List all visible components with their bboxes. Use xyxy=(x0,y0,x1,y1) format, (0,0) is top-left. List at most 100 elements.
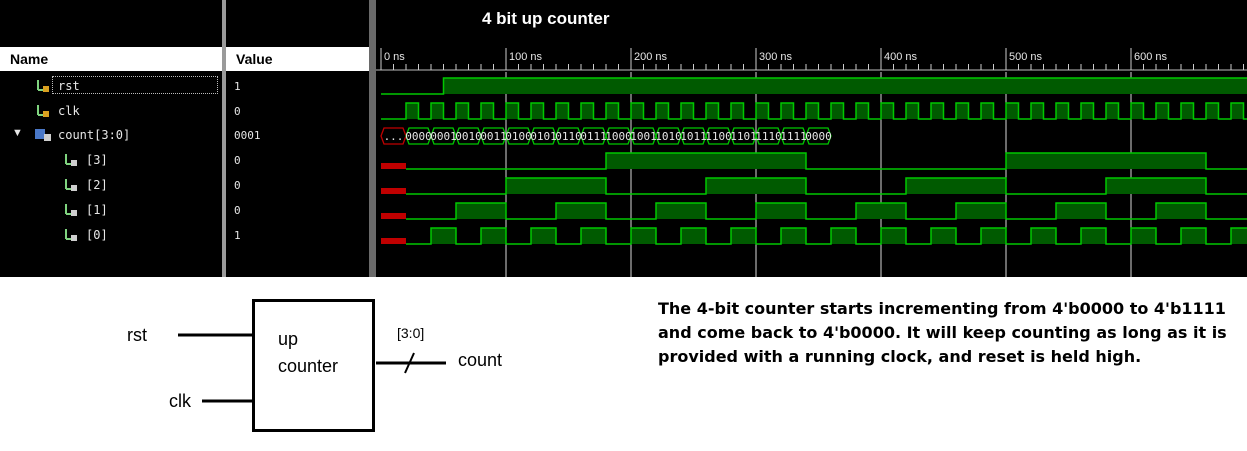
wave-unknown-marker xyxy=(381,238,406,244)
waveform-trace xyxy=(406,177,1247,195)
wave-high-fill xyxy=(1131,228,1156,244)
time-label: 300 ns xyxy=(759,51,793,63)
wave-area: 4 bit up counter 0 ns 100 ns 200 ns 300 ns 4… xyxy=(376,0,1247,277)
signal-icon xyxy=(65,204,77,216)
wave-high-fill xyxy=(1056,103,1069,119)
wave-high-fill xyxy=(781,153,806,169)
wave-high-fill xyxy=(1131,153,1156,169)
wave-high-fill xyxy=(1031,103,1044,119)
wave-high-fill xyxy=(531,178,556,194)
waveform-canvas[interactable]: 0 ns 100 ns 200 ns 300 ns 400 ns 500 ns 600 ns… xyxy=(376,0,1247,277)
expand-arrow-icon[interactable]: ▼ xyxy=(12,127,23,139)
value-column: Value 1 0 0001 0 0 0 1 xyxy=(226,0,369,277)
wave-high-fill xyxy=(481,103,494,119)
column-divider[interactable] xyxy=(369,0,376,277)
wave-high-fill xyxy=(806,103,819,119)
wave-high-fill xyxy=(481,203,506,219)
wave-high-fill xyxy=(631,103,644,119)
wave-high-fill xyxy=(556,103,569,119)
wave-high-fill xyxy=(1156,153,1181,169)
signal-value: 1 xyxy=(234,80,241,93)
column-divider[interactable] xyxy=(222,0,226,277)
signal-icon xyxy=(37,105,49,117)
wave-high-fill xyxy=(981,228,1006,244)
wave-high-fill xyxy=(731,228,756,244)
signal-icon xyxy=(65,229,77,241)
wave-high-fill xyxy=(406,103,419,119)
wave-high-fill xyxy=(856,103,869,119)
wave-high-fill xyxy=(681,153,706,169)
wave-high-fill xyxy=(631,228,656,244)
bus-value: 1110 xyxy=(755,130,782,143)
waveform-viewer: Name rst clk ▼ count[3:0] [3] [2] [1] xyxy=(0,0,1247,277)
bus-value: 0000 xyxy=(405,130,432,143)
wave-high-fill xyxy=(956,103,969,119)
wave-high-fill xyxy=(881,103,894,119)
wave-high-fill xyxy=(581,103,594,119)
wave-high-fill xyxy=(631,153,656,169)
bus-value: 1100 xyxy=(705,130,732,143)
wave-high-fill xyxy=(906,178,931,194)
signal-name: clk xyxy=(58,104,80,118)
wave-high-fill xyxy=(706,178,731,194)
wave-high-fill xyxy=(443,78,1247,94)
signal-name: [1] xyxy=(86,203,108,217)
wave-high-fill xyxy=(1156,103,1169,119)
wave-high-fill xyxy=(606,103,619,119)
block-label-line2: counter xyxy=(278,356,339,376)
wave-high-fill xyxy=(1056,153,1081,169)
bus-slash xyxy=(404,352,415,374)
wave-high-fill xyxy=(881,228,906,244)
wave-high-fill xyxy=(1156,203,1181,219)
wave-high-fill xyxy=(531,103,544,119)
bus-value: 0100 xyxy=(505,130,532,143)
wave-high-fill xyxy=(1106,153,1131,169)
wave-high-fill xyxy=(981,178,1006,194)
wave-high-fill xyxy=(931,228,956,244)
waveform-title: 4 bit up counter xyxy=(482,9,610,28)
wave-high-fill xyxy=(706,153,731,169)
wave-high-fill xyxy=(431,103,444,119)
wave-high-fill xyxy=(1131,103,1144,119)
wave-high-fill xyxy=(881,203,906,219)
signal-name: rst xyxy=(58,79,80,93)
wave-high-fill xyxy=(706,103,719,119)
wave-high-fill xyxy=(956,178,981,194)
name-column: Name rst clk ▼ count[3:0] [3] [2] [1] xyxy=(0,0,222,277)
wave-unknown-marker xyxy=(381,213,406,219)
description-text: The 4-bit counter starts incrementing fr… xyxy=(658,299,1227,366)
wave-high-fill xyxy=(681,203,706,219)
bus-value: 0111 xyxy=(580,130,607,143)
wave-high-fill xyxy=(656,203,681,219)
rst-label: rst xyxy=(127,325,147,345)
wave-high-fill xyxy=(1181,103,1194,119)
wave-high-fill xyxy=(1131,178,1156,194)
signal-name: [0] xyxy=(86,228,108,242)
wave-high-fill xyxy=(931,178,956,194)
signal-value: 0 xyxy=(234,105,241,118)
bus-value: 0101 xyxy=(530,130,557,143)
clk-label: clk xyxy=(169,391,191,411)
wave-high-fill xyxy=(581,203,606,219)
wave-high-fill xyxy=(781,178,806,194)
wave-high-fill xyxy=(906,103,919,119)
wave-high-fill xyxy=(656,103,669,119)
waveform-trace xyxy=(381,102,1247,120)
wave-high-fill xyxy=(1081,228,1106,244)
wave-high-fill xyxy=(1181,153,1206,169)
wave-high-fill xyxy=(831,228,856,244)
wave-high-fill xyxy=(956,203,981,219)
bus-value: 0011 xyxy=(480,130,507,143)
wave-high-fill xyxy=(1231,103,1244,119)
counter-block xyxy=(252,299,375,432)
waveform-trace xyxy=(381,77,1247,95)
wave-high-fill xyxy=(756,103,769,119)
selected-row-outline xyxy=(52,76,218,94)
signal-name: [3] xyxy=(86,153,108,167)
bus-value: 1101 xyxy=(730,130,757,143)
block-wires xyxy=(178,333,446,403)
wave-high-fill xyxy=(731,178,756,194)
signal-value: 1 xyxy=(234,229,241,242)
waveform-trace xyxy=(406,202,1247,220)
wave-high-fill xyxy=(1081,203,1106,219)
